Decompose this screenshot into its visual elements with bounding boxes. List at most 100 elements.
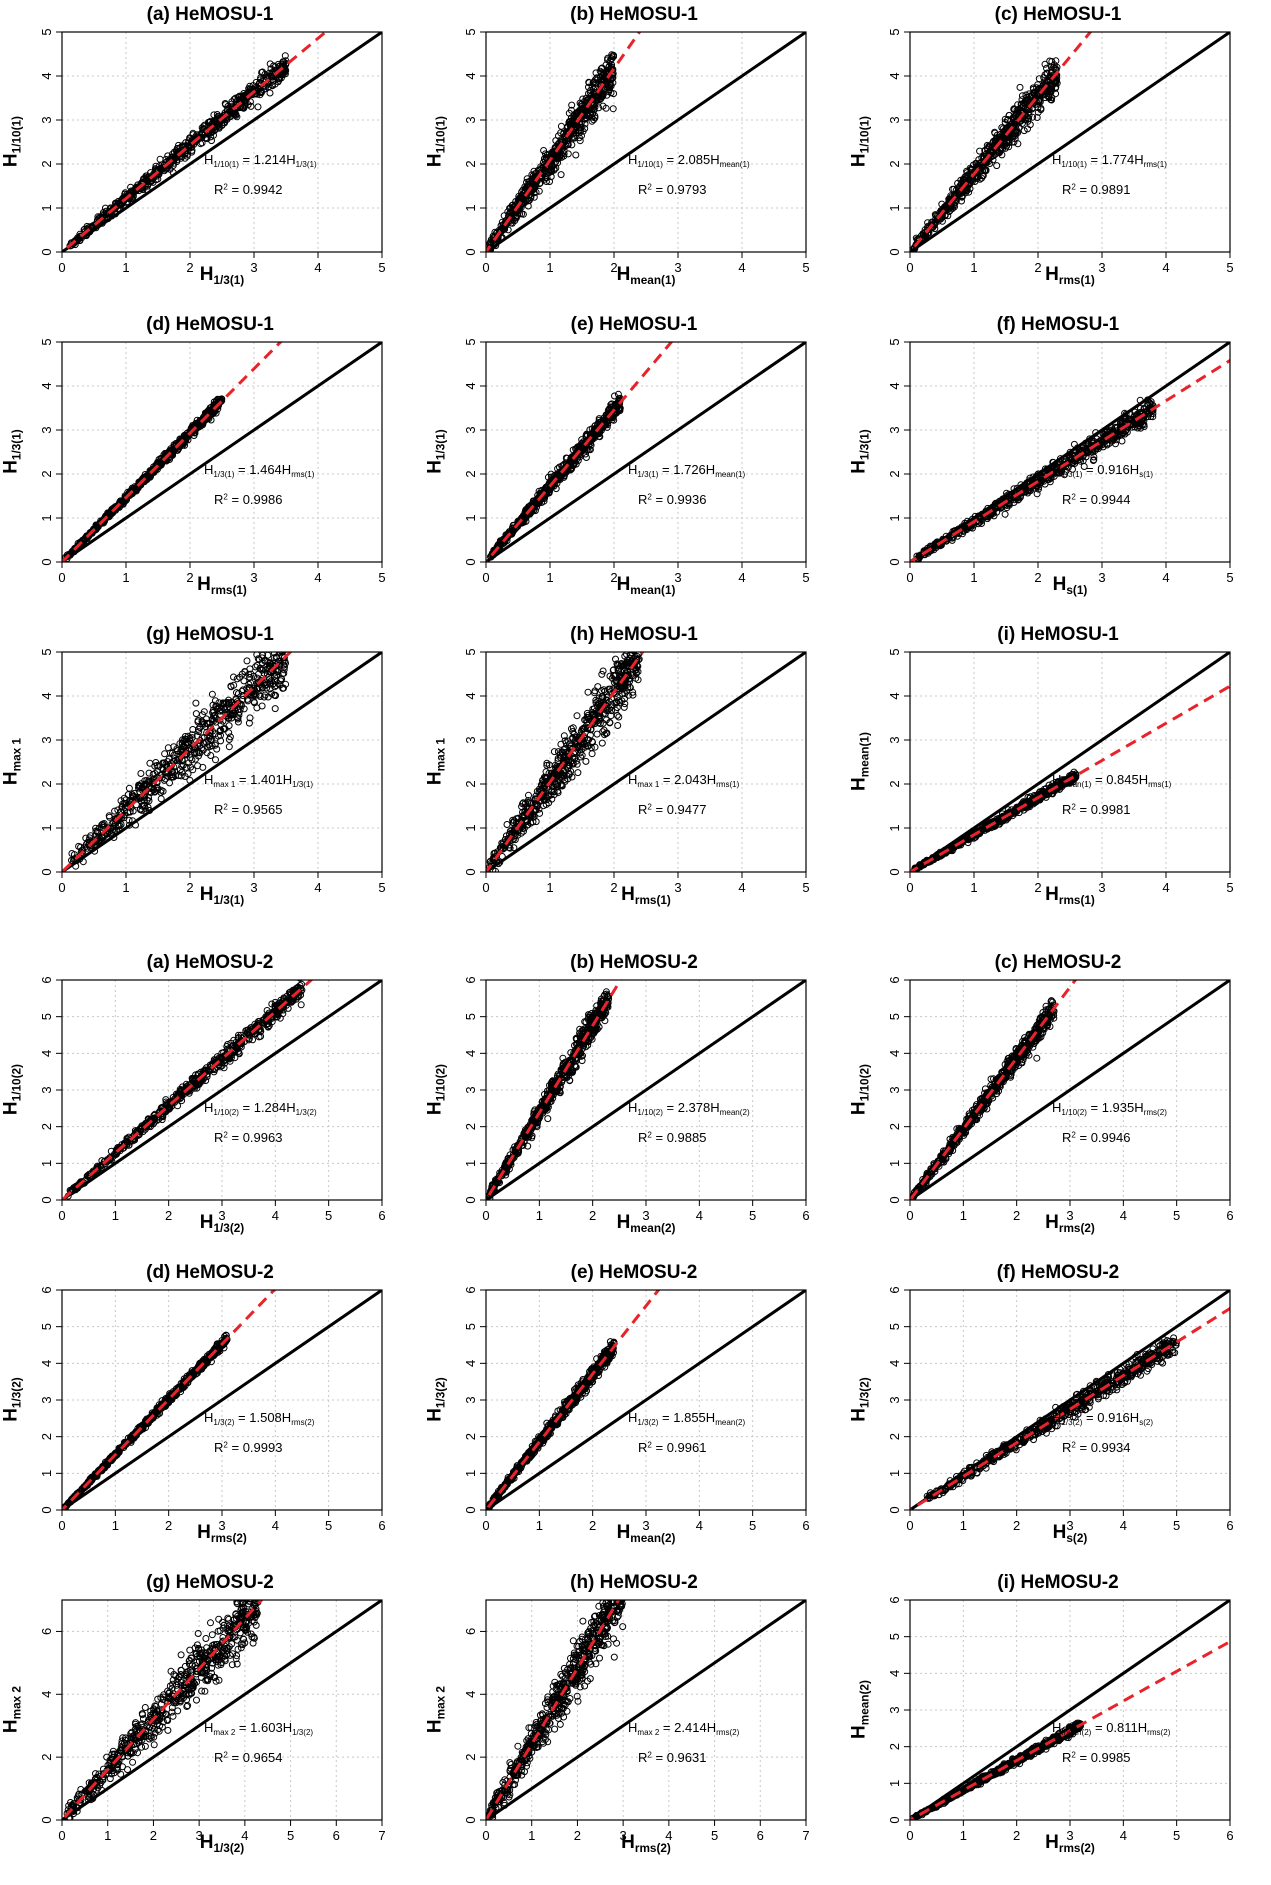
data-point: [125, 784, 133, 792]
data-point: [125, 816, 133, 824]
y-tick-label: 1: [39, 514, 54, 521]
regression-equation: H1/10(1) = 1.774Hrms(1): [1052, 152, 1167, 169]
data-point: [568, 101, 576, 109]
data-point: [1028, 105, 1036, 113]
data-point: [1016, 489, 1024, 497]
data-point: [149, 770, 157, 778]
data-point: [152, 463, 160, 471]
x-tick-label: 2: [186, 260, 193, 275]
y-tick-label: 3: [39, 736, 54, 743]
scatter-panel: (e) HeMOSU-1 0 1 2 3 4 5 0 1 2 3 4 5 Hmean(1) H1/3(1) H…: [424, 310, 824, 615]
data-point: [589, 110, 596, 118]
data-point: [128, 189, 136, 197]
data-point: [1079, 457, 1087, 465]
y-tick-label: 4: [39, 382, 54, 389]
data-point: [535, 187, 543, 195]
data-point: [1090, 453, 1098, 461]
plot-frame: [61, 31, 383, 253]
regression-line: [62, 652, 293, 872]
data-point: [162, 769, 170, 777]
data-point: [523, 196, 531, 203]
x-axis-label: Hmean(1): [496, 264, 796, 287]
data-point: [557, 122, 565, 130]
regression-equation: H1/3(1) = 1.726Hmean(1): [628, 462, 745, 479]
identity-line: [910, 342, 1230, 562]
data-point: [272, 692, 279, 700]
plot-area: [910, 342, 1230, 562]
label-subscript: 1/3(1): [434, 429, 448, 461]
y-tick-label: 2: [887, 160, 902, 167]
data-point: [612, 405, 620, 413]
label-subscript: 1/3(1): [1061, 469, 1083, 479]
data-point: [588, 117, 596, 125]
data-point: [577, 123, 585, 131]
label-subscript: 1/3(1): [213, 469, 235, 479]
x-tick-label: 0: [906, 260, 913, 275]
data-point: [602, 104, 610, 112]
data-point: [944, 212, 952, 220]
data-point: [189, 726, 197, 733]
equals-sign: =: [227, 182, 243, 197]
x-axis-label: Hmean(1): [496, 574, 796, 597]
data-point: [1044, 79, 1052, 86]
x-tick-label: 4: [1162, 260, 1169, 275]
label-subscript: rms(1): [210, 584, 247, 598]
data-point: [277, 639, 283, 645]
data-point: [540, 147, 548, 154]
data-point: [266, 685, 274, 693]
x-tick-label: 5: [802, 260, 809, 275]
label-base: H: [204, 772, 214, 787]
data-point: [572, 127, 580, 134]
data-point: [175, 772, 183, 780]
y-tick-label: 2: [463, 160, 478, 167]
data-point: [266, 89, 274, 97]
y-tick-label: 5: [39, 28, 54, 35]
data-point: [221, 119, 229, 127]
identity-line: [62, 652, 382, 872]
data-point: [1113, 424, 1121, 432]
r-squared: R2 = 0.9986: [214, 492, 282, 507]
data-point: [94, 522, 102, 530]
data-point: [141, 175, 149, 182]
data-point: [615, 406, 623, 414]
equals-sign: =: [227, 802, 243, 817]
scatter-points: [66, 52, 290, 250]
data-point: [193, 732, 201, 740]
label-base: H: [204, 152, 214, 167]
data-point: [501, 225, 509, 233]
r-superscript: 2: [647, 492, 652, 502]
equals-sign: =: [651, 182, 667, 197]
data-point: [538, 499, 546, 506]
x-tick-label: 3: [250, 260, 257, 275]
data-point: [192, 710, 200, 718]
r-superscript: 2: [223, 182, 228, 192]
data-point: [226, 733, 234, 741]
label-base: H: [204, 462, 214, 477]
data-point: [188, 756, 196, 764]
data-point: [168, 749, 176, 757]
data-point: [208, 690, 216, 698]
data-point: [552, 137, 560, 145]
equals-sign: =: [235, 772, 251, 787]
data-point: [941, 206, 949, 214]
data-point: [277, 675, 285, 683]
data-point: [560, 472, 568, 480]
data-point: [228, 107, 236, 115]
data-point: [240, 97, 248, 105]
data-point: [280, 669, 288, 677]
regression-equation: H1/10(1) = 2.085Hmean(1): [628, 152, 750, 169]
label-base: H: [616, 264, 631, 285]
data-point: [245, 85, 253, 93]
r-squared: R2 = 0.9942: [214, 182, 282, 197]
data-point: [270, 652, 278, 657]
regression-line: [910, 358, 1230, 562]
r-base: R: [214, 182, 224, 197]
y-tick-label: 2: [887, 470, 902, 477]
data-point: [268, 73, 276, 81]
data-point: [609, 105, 617, 113]
equals-sign: =: [651, 492, 667, 507]
label-base: H: [282, 772, 293, 787]
label-base: H: [848, 153, 870, 168]
data-point: [252, 645, 258, 651]
label-base: H: [424, 460, 446, 474]
